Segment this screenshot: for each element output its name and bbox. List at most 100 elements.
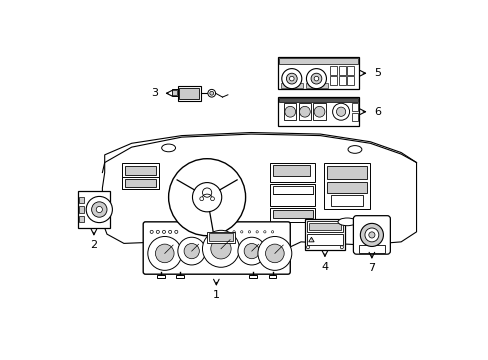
Bar xyxy=(351,113,357,121)
Bar xyxy=(157,275,164,278)
Bar xyxy=(305,219,344,249)
Circle shape xyxy=(310,73,321,84)
Circle shape xyxy=(265,244,284,263)
Circle shape xyxy=(91,202,107,217)
Bar xyxy=(358,245,384,253)
Bar xyxy=(122,177,159,189)
Circle shape xyxy=(178,237,205,265)
Circle shape xyxy=(202,230,239,267)
Bar xyxy=(268,275,276,278)
Circle shape xyxy=(192,183,221,212)
Circle shape xyxy=(96,206,102,213)
Circle shape xyxy=(155,244,174,263)
Bar xyxy=(278,98,357,102)
Text: 1: 1 xyxy=(212,290,220,300)
Polygon shape xyxy=(102,132,416,253)
Bar xyxy=(338,66,345,75)
Circle shape xyxy=(207,89,215,97)
Ellipse shape xyxy=(347,145,361,153)
Circle shape xyxy=(286,73,297,84)
Bar xyxy=(324,163,369,209)
Bar xyxy=(298,103,310,120)
Text: 4: 4 xyxy=(321,261,328,271)
Circle shape xyxy=(299,106,310,117)
Circle shape xyxy=(209,91,213,95)
Bar xyxy=(172,90,177,95)
Bar xyxy=(306,234,342,245)
Bar xyxy=(313,103,325,120)
Bar xyxy=(277,97,358,126)
Bar xyxy=(122,163,159,189)
Bar xyxy=(78,191,110,228)
Circle shape xyxy=(257,237,291,270)
Circle shape xyxy=(238,237,265,265)
Bar xyxy=(284,103,296,120)
Bar xyxy=(208,233,233,241)
Bar xyxy=(277,57,358,89)
Text: !: ! xyxy=(310,238,312,243)
Circle shape xyxy=(306,69,326,89)
Bar xyxy=(346,66,353,75)
Bar xyxy=(317,83,327,88)
Bar xyxy=(179,88,199,99)
Text: 2: 2 xyxy=(90,240,97,250)
Circle shape xyxy=(200,197,203,201)
Ellipse shape xyxy=(337,218,356,226)
Circle shape xyxy=(285,106,295,117)
Circle shape xyxy=(313,106,324,117)
Bar xyxy=(79,197,84,203)
Circle shape xyxy=(340,246,343,249)
Text: 7: 7 xyxy=(367,263,375,273)
Circle shape xyxy=(289,76,293,81)
Bar xyxy=(346,76,353,85)
Bar xyxy=(351,103,357,111)
FancyBboxPatch shape xyxy=(143,222,290,274)
Circle shape xyxy=(168,159,245,236)
Bar xyxy=(171,89,178,95)
Bar xyxy=(270,184,314,206)
Bar xyxy=(270,208,314,222)
Bar xyxy=(178,86,201,101)
Bar xyxy=(278,58,357,64)
FancyBboxPatch shape xyxy=(353,216,389,254)
Circle shape xyxy=(210,239,231,259)
Circle shape xyxy=(183,243,199,259)
Bar xyxy=(176,275,183,278)
Circle shape xyxy=(202,188,211,197)
Bar xyxy=(272,165,309,176)
Bar xyxy=(338,76,345,85)
Circle shape xyxy=(147,237,182,270)
Text: 6: 6 xyxy=(373,107,381,117)
Bar xyxy=(330,195,363,206)
Circle shape xyxy=(360,223,383,247)
Bar xyxy=(293,83,303,88)
Circle shape xyxy=(368,232,374,238)
Bar xyxy=(272,210,312,218)
Circle shape xyxy=(306,246,309,249)
Bar xyxy=(281,83,290,88)
Circle shape xyxy=(244,243,259,259)
Bar xyxy=(326,182,366,193)
Bar xyxy=(326,166,366,180)
Ellipse shape xyxy=(162,144,175,152)
Circle shape xyxy=(364,228,378,242)
Bar xyxy=(329,66,337,75)
Bar xyxy=(270,163,314,182)
Bar xyxy=(305,83,315,88)
Circle shape xyxy=(86,197,112,222)
Bar xyxy=(125,180,156,187)
Bar xyxy=(272,186,312,194)
Bar xyxy=(125,166,156,175)
Bar xyxy=(308,222,341,230)
Text: 5: 5 xyxy=(373,68,381,78)
Bar xyxy=(306,221,342,232)
Circle shape xyxy=(313,76,318,81)
Bar xyxy=(79,216,84,222)
Polygon shape xyxy=(308,237,313,242)
Circle shape xyxy=(332,103,349,120)
Bar xyxy=(79,206,84,213)
Text: 3: 3 xyxy=(151,88,158,98)
Circle shape xyxy=(336,107,345,116)
Bar xyxy=(207,232,234,243)
Circle shape xyxy=(281,69,301,89)
